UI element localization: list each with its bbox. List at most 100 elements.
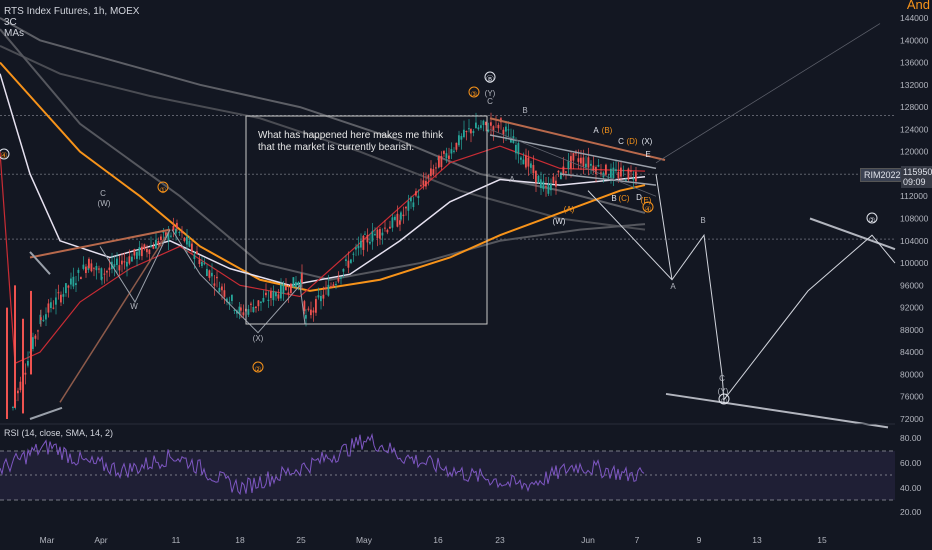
candle-body: [632, 178, 635, 180]
wave-label: (Y): [718, 387, 729, 396]
candle-body: [422, 180, 425, 186]
candle-body: [597, 164, 600, 167]
candle-body: [497, 124, 500, 129]
resistance-line-right: [809, 217, 896, 251]
candle-body: [287, 292, 290, 295]
candle-body: [67, 285, 70, 288]
time-axis[interactable]: Mar Apr 11 18 25 May 16 23 Jun 7 9 13 15: [40, 535, 827, 545]
annotation-text: What has happened here makes me think tha…: [258, 130, 444, 153]
candle-body: [24, 372, 27, 375]
candle-body: [425, 180, 427, 187]
candle-body: [17, 390, 19, 394]
time-tick-label: 15: [817, 535, 827, 545]
candle-body: [412, 202, 415, 208]
candle-body: [305, 315, 307, 319]
price-tick-label: 112000: [900, 191, 928, 201]
candle-body: [82, 264, 85, 269]
candle-body: [60, 294, 62, 303]
candle-body: [85, 266, 87, 274]
last-price: 115950: [903, 167, 932, 177]
candle-body: [376, 229, 379, 238]
candle-body: [612, 167, 615, 179]
drawings-layer[interactable]: [29, 23, 896, 429]
candle-body: [19, 381, 22, 391]
candle-body: [562, 166, 565, 175]
candle-body: [267, 299, 270, 301]
price-axis[interactable]: 144000 140000 136000 132000 128000 124000 1200…: [900, 13, 929, 424]
candle-body: [477, 127, 480, 130]
wave-label: (W): [553, 217, 566, 226]
candle-body: [30, 290, 32, 375]
rsi-line: [0, 432, 645, 496]
rsi-legend[interactable]: RSI (14, close, SMA, 14, 2): [4, 428, 114, 438]
ma-gray-1: [0, 17, 646, 214]
candle-body: [507, 129, 510, 131]
candle-body: [580, 157, 582, 164]
candle-body: [625, 179, 627, 181]
candle-body: [317, 295, 320, 298]
candle-body: [262, 297, 265, 302]
price-tick-label: 140000: [900, 35, 929, 45]
candle-body: [77, 269, 80, 273]
trendline-orange: [29, 228, 171, 259]
candle-body: [176, 222, 178, 229]
candle-body: [160, 236, 162, 241]
candle-body: [136, 252, 138, 259]
candle-body: [55, 297, 57, 305]
candle-body: [448, 155, 450, 159]
indicator-3c[interactable]: 3C: [4, 17, 17, 28]
wave-label: (B): [602, 126, 613, 135]
candle-body: [552, 176, 555, 183]
candle-body: [517, 143, 520, 155]
wave-label: (X): [642, 137, 653, 146]
candle-body: [472, 131, 475, 133]
candle-body: [292, 277, 295, 288]
trendline-resistance: [489, 117, 666, 161]
candle-body: [389, 226, 391, 229]
candle-body: [223, 290, 226, 297]
candle-body: [340, 277, 342, 279]
candle-body: [47, 303, 50, 313]
candle-body: [116, 258, 118, 266]
candle-body: [550, 183, 552, 191]
ma-gray-2: [0, 44, 646, 231]
indicator-mas[interactable]: MAs: [4, 28, 24, 39]
wave-label: D: [636, 193, 642, 202]
candle-body: [37, 330, 39, 332]
candle-body: [206, 268, 208, 277]
candle-body: [270, 291, 272, 298]
wave-label: (C): [618, 194, 629, 203]
candle-body: [312, 310, 315, 313]
candle-body: [547, 184, 550, 194]
candle-body: [65, 283, 67, 294]
annotation-box[interactable]: [245, 115, 488, 325]
wave-circle: [0, 148, 10, 160]
wave-label: A: [593, 126, 599, 135]
candle-body: [355, 247, 357, 250]
candle-body: [492, 126, 495, 132]
candle-body: [172, 225, 175, 231]
price-tick-label: 76000: [900, 392, 924, 402]
candle-body: [275, 292, 277, 297]
candle-body: [337, 278, 340, 282]
candle-body: [216, 276, 218, 279]
wave-circle: [468, 86, 480, 98]
price-tick-label: 104000: [900, 236, 929, 246]
candle-body: [272, 291, 275, 301]
candle-body: [32, 337, 34, 349]
candle-body: [610, 168, 612, 179]
candle-body: [490, 122, 492, 126]
projection-path: [587, 190, 896, 401]
candle-body: [455, 142, 458, 150]
wave-label: ①: [159, 186, 166, 195]
candle-body: [42, 319, 45, 322]
candle-body: [108, 267, 111, 270]
candle-body: [366, 235, 369, 243]
candle-body: [80, 277, 82, 280]
wave-path: [171, 229, 306, 334]
candle-body: [522, 159, 525, 165]
candle-body: [379, 229, 381, 239]
candle-body: [532, 164, 535, 174]
ma-red: [0, 145, 646, 365]
